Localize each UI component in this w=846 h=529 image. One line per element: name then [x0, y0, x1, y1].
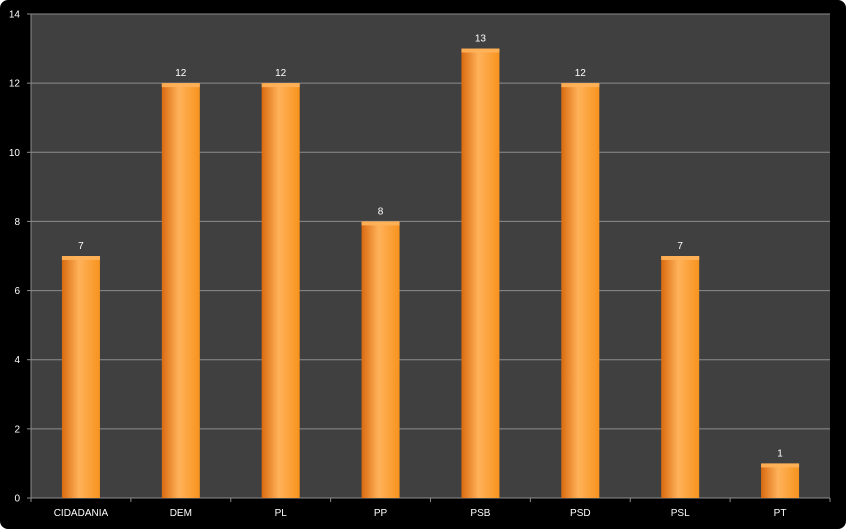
x-tick-label: PSL	[671, 508, 690, 519]
bar-pp	[361, 221, 400, 498]
x-tick-label: PP	[374, 508, 388, 519]
x-tick-label: CIDADANIA	[54, 508, 109, 519]
y-tick-label: 4	[14, 355, 20, 366]
x-tick-label: PT	[774, 508, 787, 519]
data-label: 12	[275, 68, 287, 79]
y-tick-label: 14	[9, 10, 21, 21]
y-tick-label: 8	[14, 217, 20, 228]
y-tick-label: 12	[9, 79, 21, 90]
y-tick-label: 6	[14, 286, 20, 297]
data-label: 12	[175, 68, 187, 79]
labels: 7 CIDADANIA 12 DEM 12 PL 8 PP 13 PSB 12 PSD 7 PSL 1 PT	[54, 34, 787, 519]
x-tick-label: DEM	[170, 508, 192, 519]
y-tick-label: 0	[14, 494, 20, 505]
data-label: 13	[475, 34, 487, 45]
data-label: 7	[78, 241, 84, 252]
data-label: 1	[777, 448, 783, 459]
bar-cap	[661, 256, 700, 260]
bar-cap	[61, 256, 100, 260]
x-tick-label: PSD	[570, 508, 591, 519]
bar-cap	[561, 83, 600, 88]
bar-psd	[561, 83, 600, 499]
bar-cap	[261, 83, 300, 88]
bar-cap	[461, 48, 500, 53]
bar-pt	[761, 463, 800, 498]
x-tick-label: PSB	[470, 508, 490, 519]
bars	[61, 48, 800, 499]
plot-area	[31, 14, 830, 498]
data-label: 7	[677, 241, 683, 252]
data-label: 12	[575, 68, 587, 79]
data-label: 8	[378, 206, 384, 217]
bar-dem	[161, 83, 200, 499]
bar-pl	[261, 83, 300, 499]
bar-cidadania	[61, 256, 100, 498]
bar-cap	[161, 83, 200, 88]
x-tick-label: PL	[275, 508, 288, 519]
bar-psl	[661, 256, 700, 498]
y-tick-label: 2	[14, 424, 20, 435]
bar-psb	[461, 48, 500, 498]
y-tick-label: 10	[9, 148, 21, 159]
bar-cap	[361, 221, 400, 226]
bar-cap	[761, 463, 800, 468]
